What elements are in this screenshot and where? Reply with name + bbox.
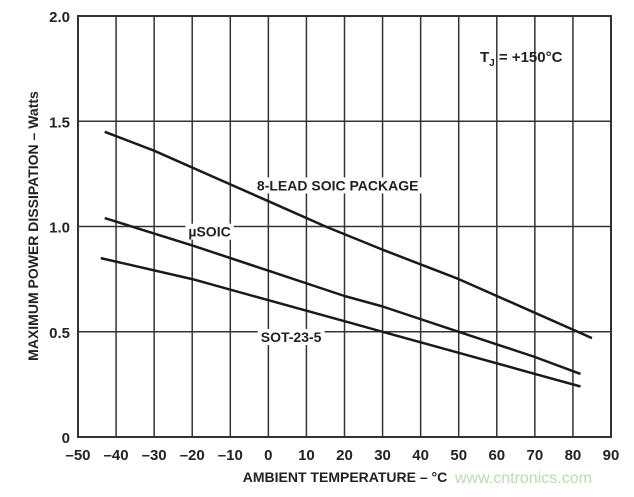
y-tick-label: 0: [62, 430, 70, 447]
series-line-2: [100, 256, 581, 388]
series-label-bg: [185, 223, 234, 240]
y-tick-label: 1.0: [49, 220, 70, 237]
series-line-0: [104, 130, 593, 340]
x-axis-label: AMBIENT TEMPERATURE – °C: [243, 469, 447, 485]
watermark: www.cntronics.com: [455, 470, 592, 487]
x-tick-label: 20: [336, 447, 353, 464]
x-tick-label: 90: [603, 447, 620, 464]
y-tick-label: 1.5: [49, 114, 70, 131]
junction-temp-annotation: TJ = +150°C: [480, 49, 563, 69]
series-line-1: [104, 216, 581, 376]
x-tick-label: –40: [104, 447, 129, 464]
x-tick-label: 50: [450, 447, 467, 464]
series-label-1: µSOIC: [188, 224, 230, 240]
series-lines: [100, 130, 593, 388]
x-tick-label: –20: [180, 447, 205, 464]
x-tick-label: 30: [374, 447, 391, 464]
grid: [77, 15, 612, 438]
x-tick-label: 10: [298, 447, 315, 464]
x-tick-label: 60: [488, 447, 505, 464]
series-label-2: SOT-23-5: [261, 329, 322, 345]
tick-labels: –50 –40 –30 –20 –10 0 10 20 30 40 50 60 70 80 90 0 0.5 1.…: [49, 9, 619, 464]
y-tick-label: 0.5: [49, 325, 70, 342]
series-label-bg: [257, 328, 325, 345]
x-tick-label: –30: [142, 447, 167, 464]
y-axis-label: MAXIMUM POWER DISSIPATION – Watts: [25, 91, 41, 361]
series-label-0: 8-LEAD SOIC PACKAGE: [257, 177, 419, 193]
series-labels: 8-LEAD SOIC PACKAGE µSOIC SOT-23-5: [185, 177, 422, 345]
x-tick-label: –10: [218, 447, 243, 464]
x-tick-label: 70: [527, 447, 544, 464]
x-tick-label: 40: [412, 447, 429, 464]
x-tick-label: 80: [565, 447, 582, 464]
y-tick-label: 2.0: [49, 9, 70, 26]
series-label-bg: [253, 177, 422, 194]
x-tick-label: 0: [264, 447, 272, 464]
x-tick-label: –50: [65, 447, 90, 464]
